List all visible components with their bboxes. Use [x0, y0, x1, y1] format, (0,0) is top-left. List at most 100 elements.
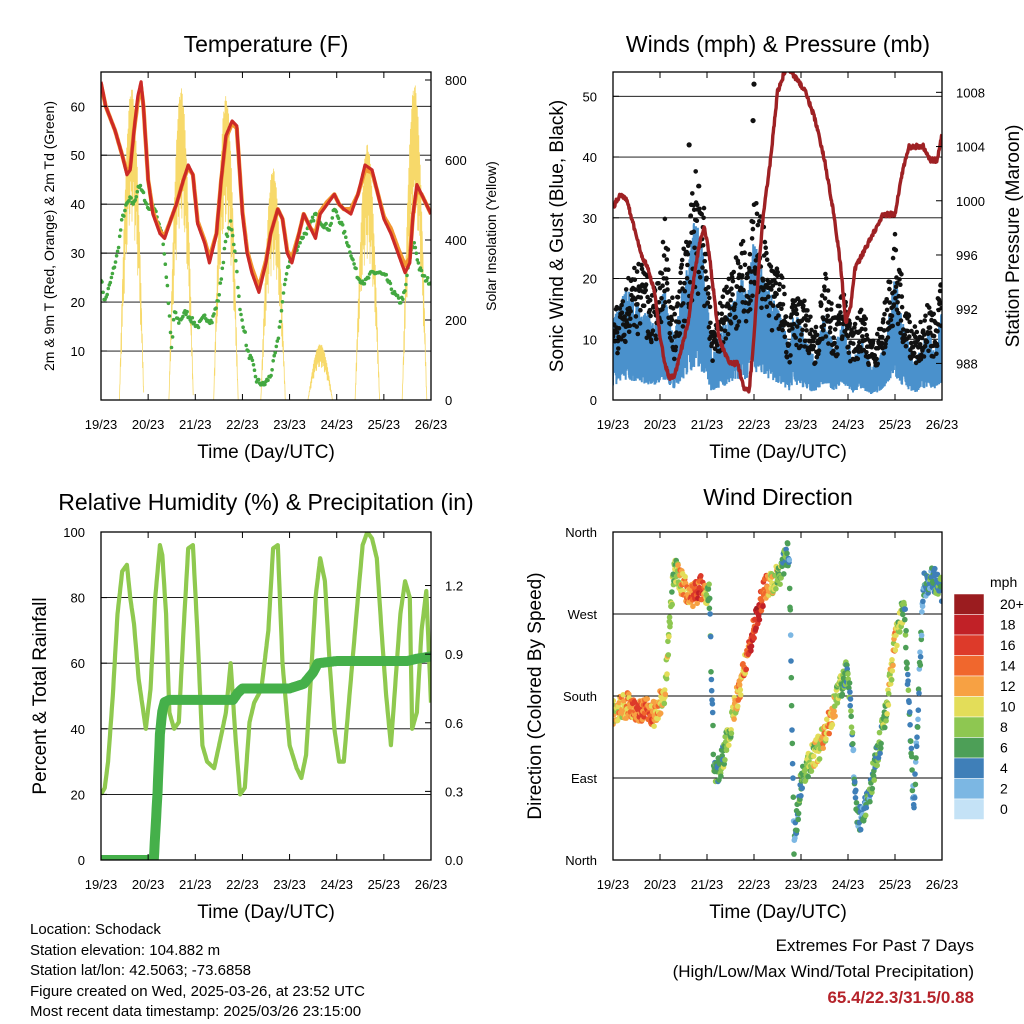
gust-point — [759, 305, 764, 311]
colorbar-label: 20+ — [1000, 596, 1024, 612]
dewpoint-point — [412, 241, 417, 245]
precipitation-line — [101, 651, 431, 860]
humidity-y2-tick-label: 0.3 — [445, 784, 463, 799]
gust-point — [707, 295, 712, 301]
direction-point — [889, 668, 896, 674]
gust-point — [764, 304, 770, 310]
direction-point — [795, 816, 801, 823]
direction-point — [918, 632, 925, 639]
gust-point — [704, 275, 709, 281]
direction-point — [664, 671, 670, 677]
temperature-y2-tick-label: 400 — [445, 233, 467, 248]
dewpoint-point — [202, 313, 207, 318]
gust-point — [855, 315, 860, 321]
dewpoint-point — [239, 312, 243, 317]
direction-point — [657, 710, 664, 717]
gust-point — [678, 270, 683, 276]
humidity-y-tick-label: 60 — [71, 656, 85, 671]
dewpoint-point — [134, 195, 139, 199]
gust-point — [777, 281, 782, 287]
figure-created: Figure created on Wed, 2025-03-26, at 23… — [30, 982, 365, 1000]
colorbar-label: 18 — [1000, 617, 1016, 633]
extremes-title: Extremes For Past 7 Days — [775, 936, 974, 955]
gust-point — [898, 318, 904, 323]
direction-x-tick-label: 24/23 — [832, 877, 865, 892]
gust-point — [906, 313, 912, 319]
recent-data-timestamp: Most recent data timestamp: 2025/03/26 2… — [30, 1003, 362, 1020]
winds-x-tick-label: 26/23 — [926, 417, 959, 432]
temperature-title: Temperature (F) — [184, 31, 349, 57]
gust-point — [623, 339, 628, 345]
gust-point — [838, 310, 843, 315]
direction-series — [613, 540, 942, 857]
humidity-frame — [100, 531, 432, 861]
direction-y-tick-label: North — [565, 853, 597, 868]
colorbar-swatch — [953, 798, 985, 820]
direction-point — [932, 565, 938, 572]
humidity-y2-tick-label: 1.2 — [445, 579, 463, 594]
direction-point — [666, 614, 673, 620]
dewpoint-point — [263, 382, 267, 387]
gust-point — [637, 321, 643, 326]
gust-point — [881, 351, 886, 356]
direction-point — [798, 793, 804, 799]
gust-point — [781, 284, 786, 290]
direction-point — [846, 680, 853, 686]
gust-point — [824, 307, 830, 313]
dewpoint-point — [122, 214, 126, 218]
dewpoint-point — [273, 351, 278, 355]
gust-point — [677, 331, 683, 336]
gust-point — [615, 350, 620, 356]
humidity-y2-tick-label: 0.0 — [445, 853, 463, 868]
dewpoint-point — [304, 232, 309, 236]
colorbar-label: 14 — [1000, 658, 1016, 674]
gust-point — [708, 320, 713, 326]
gust-point — [866, 362, 871, 368]
gust-point — [661, 253, 667, 258]
gust-point — [847, 321, 853, 326]
direction-point — [850, 746, 857, 753]
dewpoint-point — [229, 228, 234, 232]
gust-point — [776, 287, 782, 293]
direction-y-tick-label: North — [565, 525, 597, 540]
gust-point — [660, 283, 665, 289]
temperature-y-tick-label: 40 — [71, 197, 85, 212]
gust-point — [823, 271, 828, 277]
winds-y-tick-label: 40 — [583, 150, 597, 165]
gust-point — [743, 318, 749, 324]
dewpoint-point — [336, 216, 341, 220]
extremes-subtitle: (High/Low/Max Wind/Total Precipitation) — [672, 962, 974, 981]
dewpoint-point — [135, 189, 140, 194]
direction-point — [675, 562, 681, 568]
gust-point — [682, 318, 688, 324]
gust-point — [766, 313, 772, 318]
dewpoint-point — [384, 272, 389, 277]
direction-point — [734, 703, 741, 709]
direction-point — [901, 602, 907, 608]
dewpoint-point — [311, 218, 316, 223]
gust-point — [802, 338, 808, 344]
gust-point — [638, 295, 644, 300]
dewpoint-point — [244, 343, 248, 348]
dewpoint-point — [112, 265, 117, 270]
temperature-y-tick-label: 50 — [71, 148, 85, 163]
direction-point — [620, 692, 626, 698]
gust-point — [650, 328, 656, 334]
temperature-y-tick-label: 20 — [71, 295, 85, 310]
winds-axes: 0 10 20 30 40 50 988 992 996 1000 1004 1008 19/23 20/… — [583, 72, 985, 432]
dewpoint-point — [329, 221, 334, 226]
gust-point — [917, 342, 923, 347]
direction-point — [820, 745, 826, 751]
gust-point — [931, 311, 936, 317]
gust-point — [738, 264, 743, 270]
humidity-y-tick-label: 80 — [71, 591, 85, 606]
gust-point — [895, 300, 900, 305]
gust-point — [740, 238, 746, 244]
dewpoint-point — [277, 325, 282, 329]
dewpoint-point — [240, 318, 244, 322]
gust-point — [855, 356, 861, 362]
direction-point — [913, 755, 919, 761]
gust-point — [696, 269, 701, 275]
gust-point — [892, 231, 898, 237]
gust-point — [899, 294, 905, 299]
